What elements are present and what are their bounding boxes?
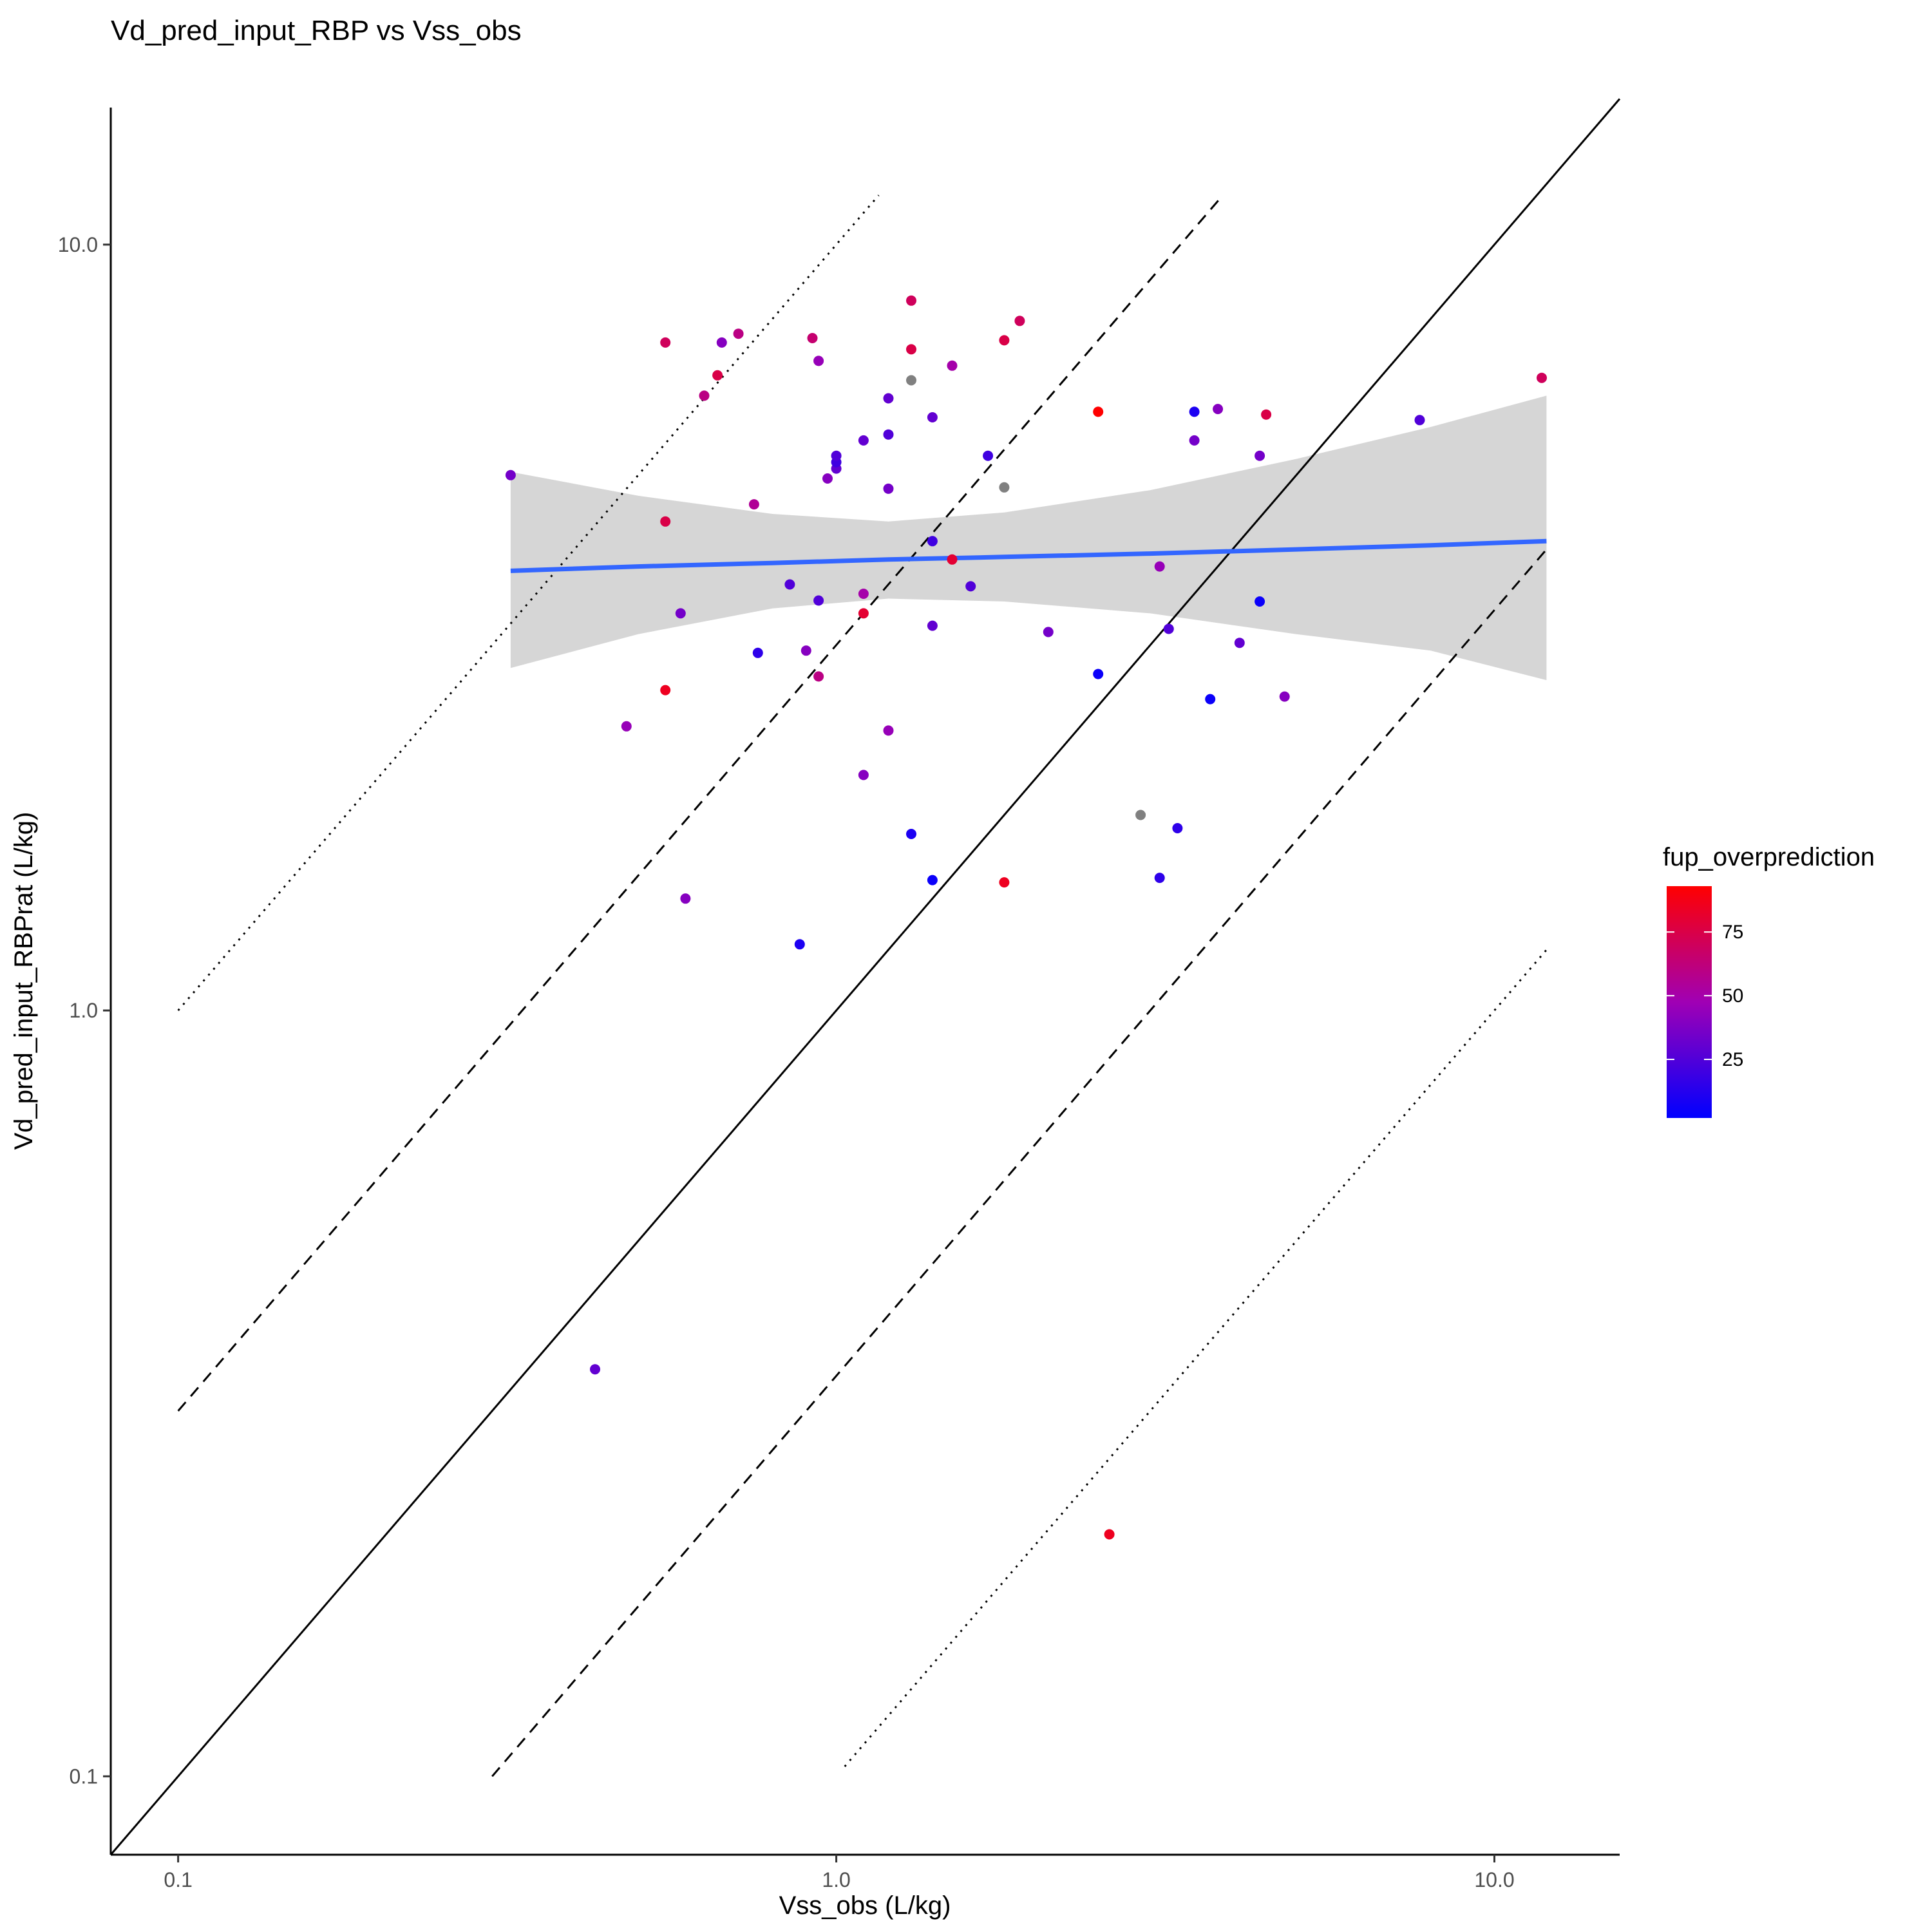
reference-lines-layer [109, 98, 1621, 1855]
data-point-68 [1414, 415, 1425, 426]
data-point-7 [675, 608, 686, 619]
data-point-17 [800, 645, 811, 656]
data-point-36 [906, 375, 916, 386]
data-point-10 [712, 370, 723, 381]
x-ticks: 0.1 1.0 10.0 [164, 1855, 1515, 1891]
data-point-64 [1255, 450, 1265, 461]
data-point-65 [1255, 596, 1265, 607]
data-point-16 [794, 939, 805, 950]
data-point-32 [883, 483, 894, 494]
data-point-33 [883, 725, 894, 736]
y-tick-label: 0.1 [70, 1765, 98, 1788]
y-tick-label: 10.0 [58, 233, 98, 256]
colorbar-tick-label: 25 [1722, 1049, 1743, 1070]
data-point-29 [858, 770, 869, 781]
data-point-25 [831, 450, 842, 461]
data-point-6 [660, 685, 671, 696]
data-point-21 [813, 671, 824, 682]
data-point-22 [822, 473, 833, 484]
data-point-1 [505, 469, 516, 480]
reference-line-dashed-3 [491, 549, 1548, 1777]
data-point-56 [1154, 873, 1165, 884]
trend-line-layer [510, 538, 1547, 573]
x-tick-label: 10.0 [1474, 1868, 1514, 1891]
data-point-19 [813, 355, 824, 366]
data-point-42 [947, 554, 958, 565]
data-point-13 [748, 499, 759, 510]
x-tick-label: 0.1 [164, 1868, 192, 1891]
data-point-2 [590, 1364, 600, 1375]
reference-line-dotted-5 [844, 949, 1548, 1767]
data-point-54 [1135, 810, 1146, 820]
data-point-14 [752, 647, 763, 658]
data-point-49 [1014, 316, 1025, 327]
colorbar-tick-label: 50 [1722, 985, 1743, 1007]
data-point-34 [906, 295, 916, 306]
data-point-20 [813, 595, 824, 606]
data-point-31 [883, 429, 894, 440]
data-point-67 [1279, 691, 1290, 702]
data-point-50 [1043, 627, 1054, 638]
data-point-26 [858, 435, 869, 446]
trend-line [510, 538, 1547, 573]
data-point-57 [1163, 623, 1174, 634]
data-point-5 [660, 516, 671, 527]
data-point-4 [660, 337, 671, 348]
data-point-62 [1213, 404, 1224, 415]
data-point-37 [906, 829, 916, 839]
data-point-63 [1234, 638, 1245, 649]
y-ticks: 0.1 1.0 10.0 [58, 233, 111, 1788]
data-point-59 [1189, 406, 1200, 417]
data-point-58 [1172, 823, 1183, 833]
data-point-41 [927, 875, 938, 886]
data-point-28 [858, 608, 869, 619]
chart-title: Vd_pred_input_RBP vs Vss_obs [111, 15, 522, 46]
y-tick-label: 1.0 [70, 999, 98, 1022]
data-point-15 [784, 579, 795, 590]
data-point-45 [983, 450, 994, 461]
data-point-40 [927, 620, 938, 631]
reference-line-dashed-2 [177, 196, 1222, 1412]
data-point-38 [927, 412, 938, 422]
data-point-11 [716, 337, 727, 348]
x-axis-title: Vss_obs (L/kg) [779, 1891, 951, 1920]
legend: fup_overprediction 25 50 75 [1663, 843, 1875, 1118]
legend-title: fup_overprediction [1663, 843, 1875, 871]
data-point-35 [906, 344, 916, 355]
y-axis-title: Vd_pred_input_RBPrat (L/kg) [10, 812, 38, 1150]
data-point-69 [1537, 372, 1547, 383]
data-point-52 [1093, 668, 1104, 679]
reference-line-dotted-4 [177, 194, 880, 1012]
data-point-46 [999, 335, 1010, 346]
confidence-band-layer [510, 395, 1547, 681]
data-point-47 [999, 482, 1010, 493]
data-point-48 [999, 877, 1010, 888]
points-layer [505, 295, 1547, 1540]
data-point-44 [965, 581, 976, 592]
colorbar-tick-label: 75 [1722, 922, 1743, 943]
data-point-61 [1205, 694, 1216, 705]
x-tick-label: 1.0 [822, 1868, 850, 1891]
data-point-8 [680, 893, 691, 904]
colorbar-ticks: 25 50 75 [1667, 922, 1743, 1070]
data-point-66 [1261, 409, 1272, 420]
data-point-53 [1104, 1529, 1115, 1540]
data-point-3 [621, 721, 632, 732]
reference-line-solid-1 [109, 98, 1621, 1855]
data-point-39 [927, 536, 938, 547]
colorbar [1667, 886, 1712, 1118]
data-point-18 [807, 333, 818, 343]
data-point-43 [947, 360, 958, 371]
data-point-51 [1093, 406, 1104, 417]
data-point-60 [1189, 435, 1200, 446]
data-point-30 [883, 393, 894, 404]
data-point-9 [699, 390, 710, 401]
data-point-12 [733, 328, 744, 339]
confidence-band [510, 395, 1547, 681]
data-point-55 [1154, 561, 1165, 572]
data-point-27 [858, 589, 869, 599]
